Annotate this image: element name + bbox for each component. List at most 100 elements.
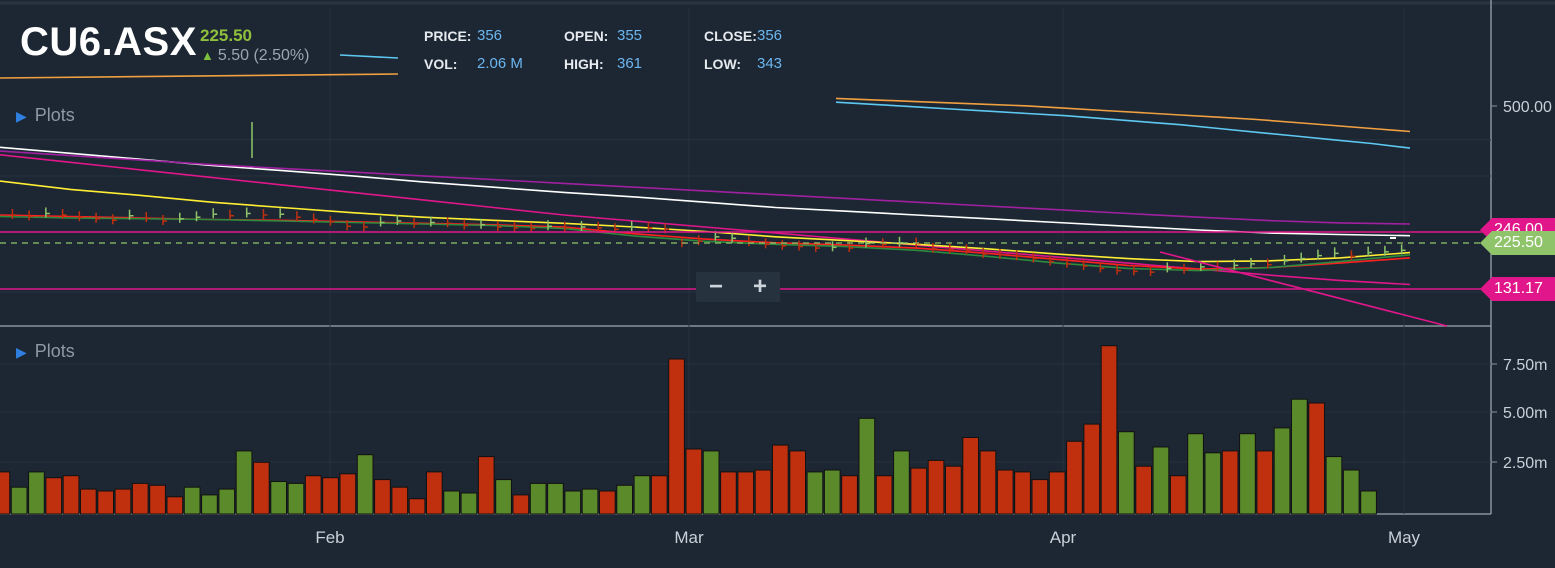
- volume-bar: [1325, 456, 1343, 515]
- axis-labels: Feb Mar Apr May 500.00 7.50m 5.00m 2.50m: [315, 99, 1552, 547]
- volume-bar: [495, 479, 512, 515]
- volume-bar: [339, 473, 357, 515]
- volume-bar: [80, 488, 97, 515]
- volume-plots-toggle[interactable]: ▶ Plots: [16, 341, 75, 362]
- volume-bar: [581, 488, 599, 515]
- price-plots-toggle[interactable]: ▶ Plots: [16, 105, 75, 126]
- volume-bar: [356, 454, 374, 515]
- volume-bar: [287, 482, 305, 515]
- volume-bar: [10, 486, 28, 515]
- volume-bar: [28, 471, 45, 515]
- lower-line-price-tag[interactable]: 131.17: [1480, 277, 1555, 301]
- volume-bar: [1048, 471, 1066, 515]
- volume-bar: [927, 459, 945, 515]
- volume-bar: [1118, 431, 1135, 515]
- volume-plots-label: Plots: [34, 341, 75, 361]
- volume-axis-tick-label: 2.50m: [1503, 455, 1547, 472]
- volume-bar: [685, 448, 703, 515]
- volume-bar: [512, 494, 530, 515]
- volume-bar: [304, 475, 322, 515]
- trend-line: [1159, 251, 1448, 327]
- zoom-in-button[interactable]: +: [752, 273, 767, 300]
- volume-bar: [201, 494, 218, 515]
- volume-bar: [979, 450, 997, 515]
- volume-bar: [97, 490, 115, 515]
- volume-bar: [1066, 440, 1083, 515]
- x-axis-tick-label: May: [1388, 528, 1421, 547]
- volume-bar: [547, 482, 564, 515]
- volume-bar: [270, 481, 287, 515]
- volume-bar: [616, 484, 633, 515]
- low-label: LOW:: [704, 56, 742, 72]
- vol-label: VOL:: [424, 56, 458, 72]
- close-label: CLOSE:: [704, 28, 757, 44]
- high-value: 361: [617, 55, 643, 72]
- volume-bar: [0, 471, 11, 515]
- placeholder: [1380, 278, 1447, 327]
- volume-bar: [668, 358, 685, 515]
- expand-triangle-icon: ▶: [16, 344, 27, 360]
- high-label: HIGH:: [564, 56, 604, 72]
- last-price-tag-value: 225.50: [1494, 234, 1543, 251]
- symbol-title: CU6.ASX: [20, 20, 197, 64]
- volume-bar: [1014, 471, 1031, 515]
- volume-bar: [858, 417, 876, 515]
- volume-bar: [1204, 452, 1222, 515]
- moving-average-line: [835, 101, 1411, 149]
- zoom-out-button[interactable]: −: [708, 273, 723, 300]
- volume-bar: [1291, 398, 1308, 515]
- price-plots-label: Plots: [34, 105, 75, 125]
- expand-triangle-icon: ▶: [16, 108, 27, 124]
- x-axis-tick-label: Mar: [674, 528, 704, 547]
- volume-bar: [1031, 479, 1049, 515]
- volume-bar: [910, 467, 928, 515]
- volume-bar: [823, 469, 841, 515]
- volume-bar: [564, 490, 582, 515]
- ohlc-bars: [11, 122, 1406, 277]
- volume-bar: [737, 471, 755, 515]
- price-label: PRICE:: [424, 28, 472, 44]
- volume-bar: [149, 484, 166, 515]
- volume-bar: [1083, 423, 1101, 515]
- price-value: 356: [477, 27, 503, 44]
- volume-bar: [218, 488, 236, 515]
- volume-bar: [253, 461, 270, 515]
- price-change-value: 5.50 (2.50%): [217, 47, 310, 64]
- volume-bar: [183, 486, 201, 515]
- volume-bar: [1342, 469, 1360, 515]
- volume-bar: [702, 450, 720, 515]
- volume-bar: [875, 475, 893, 515]
- volume-bar: [62, 475, 80, 515]
- last-price-tag: 225.50: [1480, 231, 1555, 255]
- volume-bar: [114, 488, 132, 515]
- close-value: 356: [757, 27, 783, 44]
- volume-bar: [720, 471, 737, 515]
- lower-line-price: 131.17: [1494, 280, 1543, 297]
- price-change: ▲ 5.50 (2.50%): [201, 47, 309, 65]
- volume-bar: [1308, 402, 1326, 515]
- moving-average-line: [0, 215, 1411, 272]
- volume-bar: [789, 450, 806, 515]
- volume-bar: [166, 496, 184, 515]
- moving-average-stub: [339, 54, 399, 59]
- volume-bar: [1360, 490, 1377, 515]
- volume-bar: [131, 482, 149, 515]
- volume-bar: [893, 450, 910, 515]
- last-price: 225.50: [200, 26, 252, 45]
- volume-bar: [806, 471, 824, 515]
- volume-bar: [1256, 450, 1274, 515]
- volume-bar: [599, 490, 616, 515]
- volume-bar: [772, 444, 789, 515]
- y-axis-tick-label: 500.00: [1503, 99, 1552, 116]
- volume-bar: [962, 437, 979, 515]
- arrow-up-icon: ▲: [201, 48, 214, 63]
- volume-bar: [945, 465, 962, 515]
- volume-bar: [841, 475, 858, 515]
- volume-bar: [1221, 450, 1239, 515]
- volume-bar: [650, 475, 668, 515]
- volume-bar: [391, 486, 409, 515]
- volume-axis-tick-label: 7.50m: [1503, 357, 1547, 374]
- x-axis-tick-label: Feb: [315, 528, 344, 547]
- moving-average-line: [835, 97, 1411, 133]
